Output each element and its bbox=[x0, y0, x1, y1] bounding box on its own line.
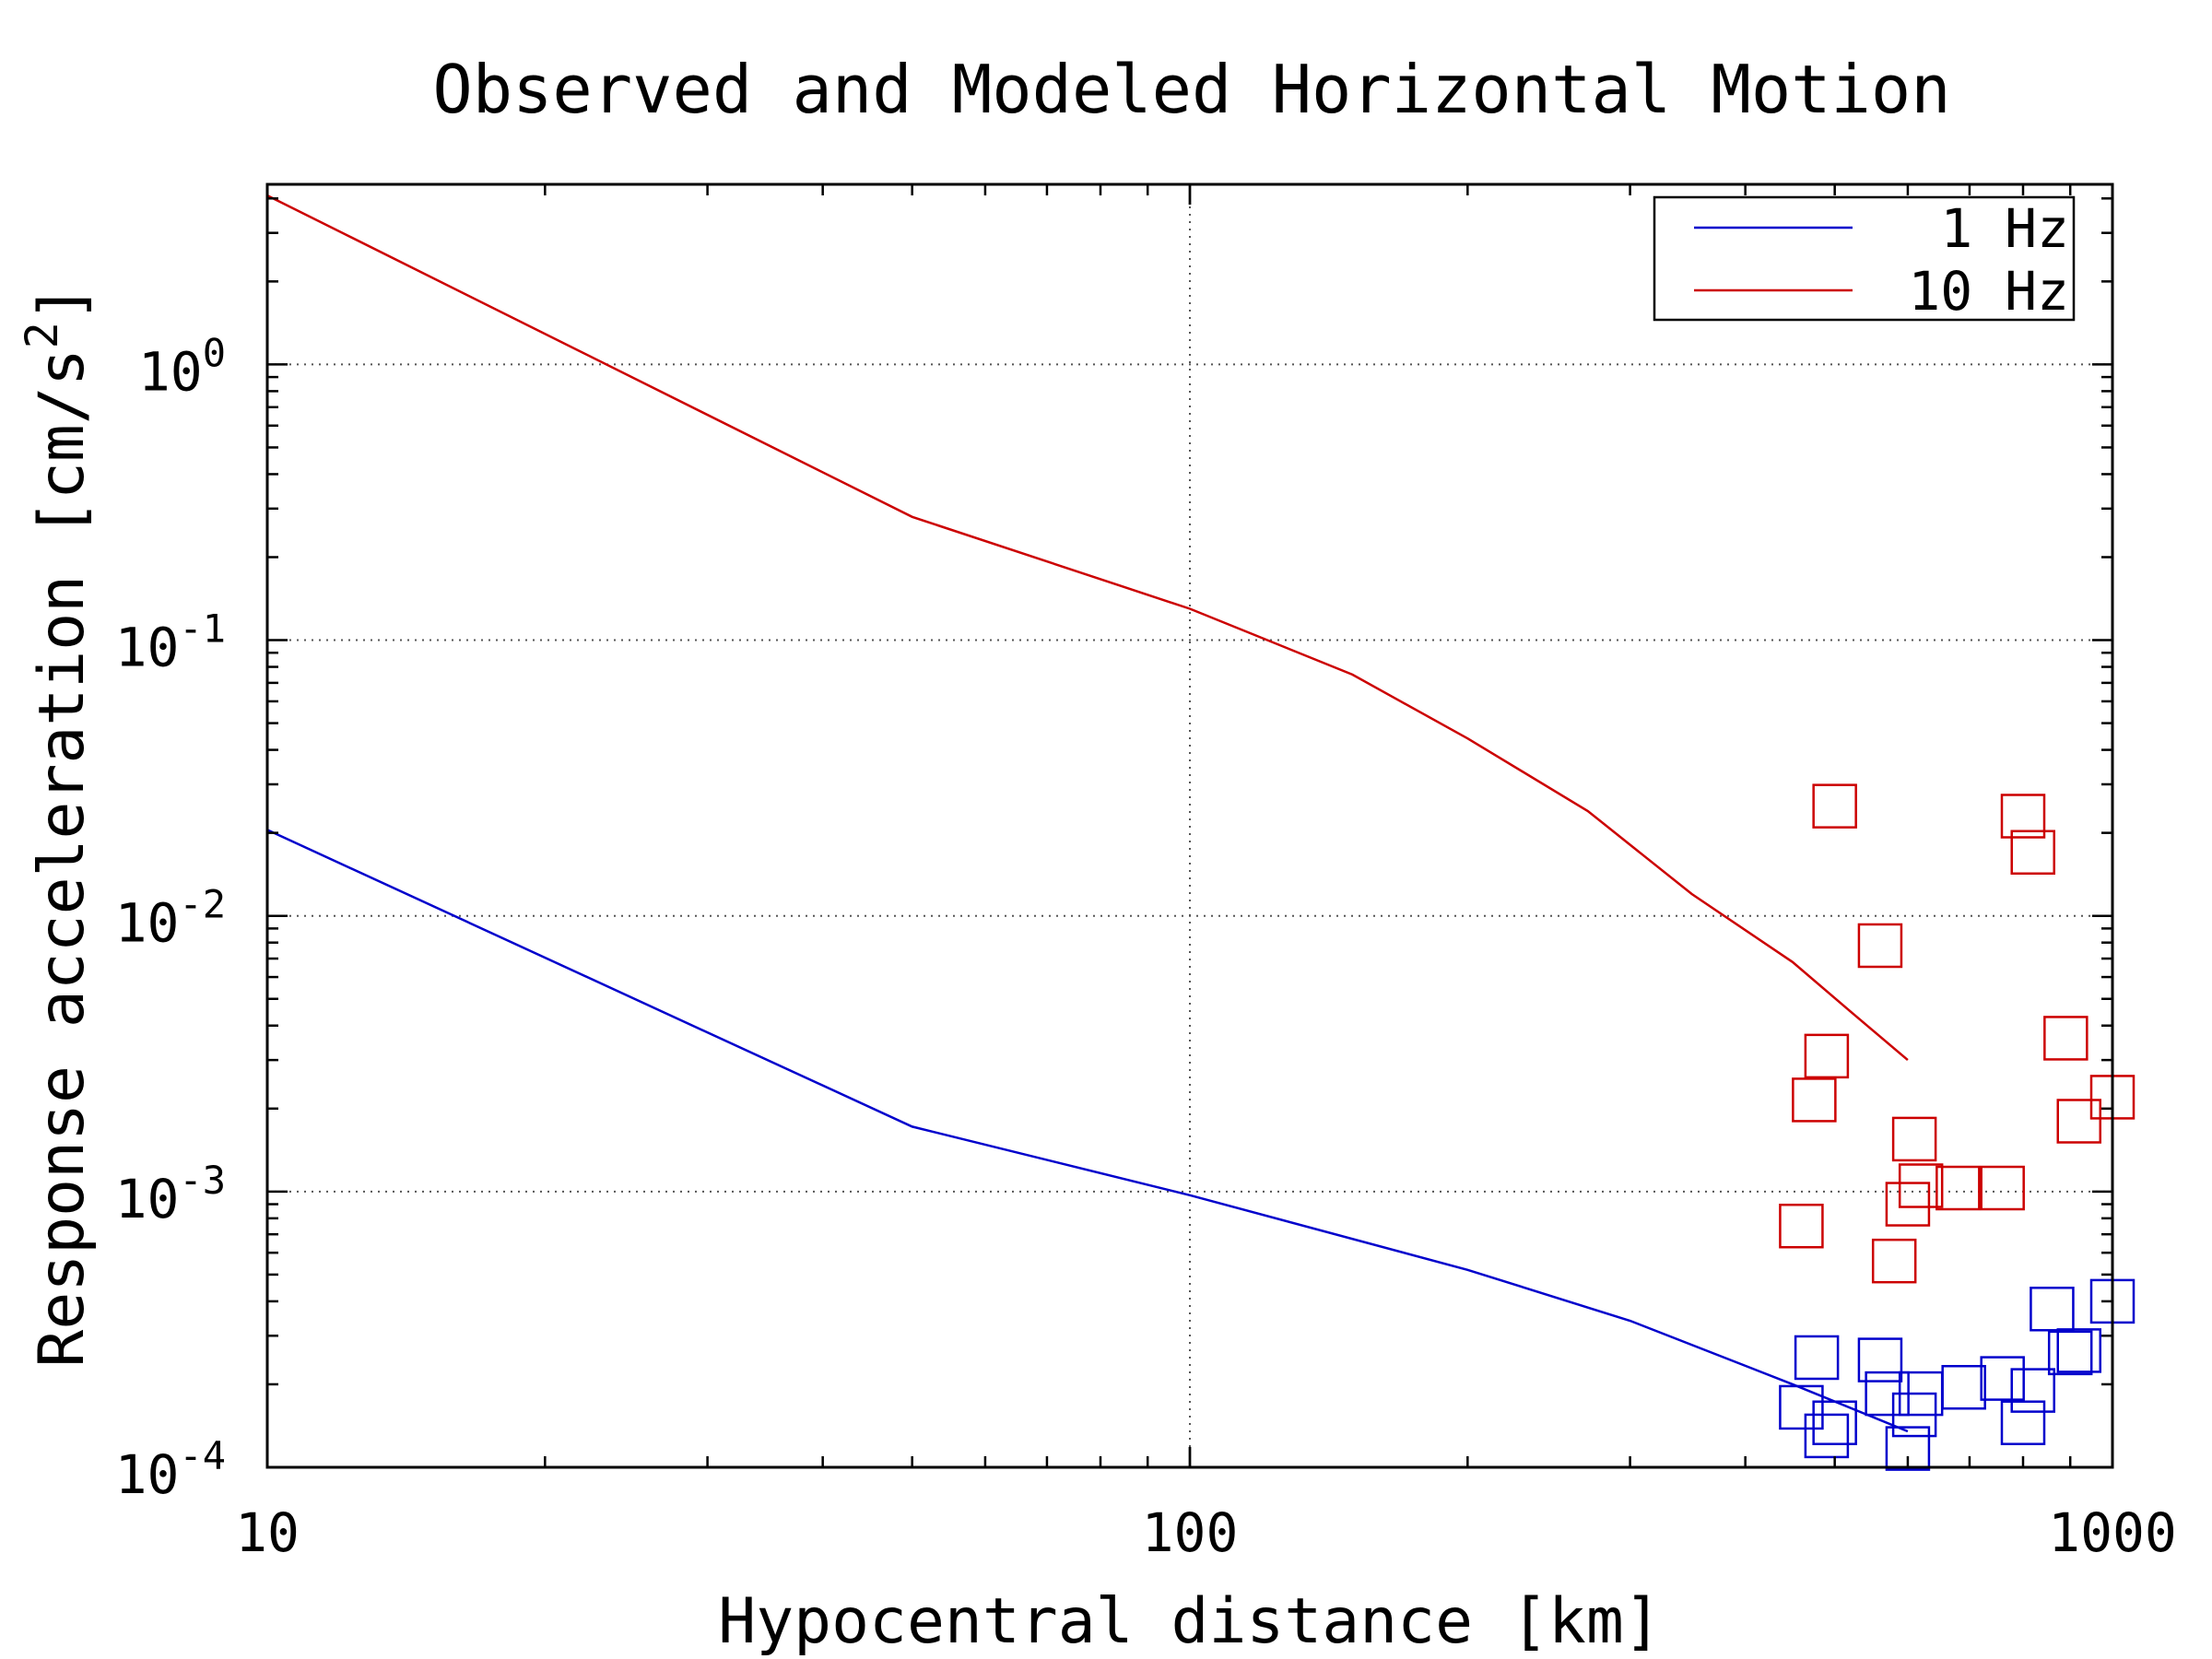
y-tick-label-exponent: -1 bbox=[179, 606, 226, 652]
observed-marker-1hz bbox=[2000, 1400, 2046, 1445]
y-tick-label: 10-4 bbox=[115, 1433, 226, 1506]
observed-marker-10hz bbox=[1936, 1165, 1981, 1211]
y-tick-label-base: 10 bbox=[115, 892, 180, 955]
y-axis-label: Response acceleration [cm/s2] bbox=[17, 284, 99, 1367]
observed-marker-10hz bbox=[1891, 1116, 1937, 1162]
y-tick-label: 100 bbox=[138, 330, 226, 403]
x-tick-label: 10 bbox=[235, 1501, 300, 1564]
observed-marker-10hz bbox=[1779, 1203, 1824, 1249]
observed-marker-10hz bbox=[2056, 1099, 2102, 1144]
legend-box bbox=[1653, 195, 2076, 322]
observed-marker-10hz bbox=[1804, 1033, 1850, 1079]
observed-marker-10hz bbox=[1871, 1238, 1917, 1284]
observed-marker-10hz bbox=[1857, 923, 1903, 969]
x-tick-label: 1000 bbox=[2048, 1501, 2177, 1564]
y-tick-label-base: 10 bbox=[115, 617, 180, 679]
observed-marker-10hz bbox=[1792, 1077, 1837, 1123]
x-tick-label: 100 bbox=[1142, 1501, 1239, 1564]
y-tick-label-base: 10 bbox=[138, 340, 203, 403]
observed-marker-1hz bbox=[1804, 1413, 1850, 1459]
observed-marker-10hz bbox=[1898, 1163, 1944, 1208]
y-tick-label: 10-3 bbox=[115, 1158, 226, 1230]
y-tick-label-base: 10 bbox=[115, 1168, 180, 1230]
series-line-1hz bbox=[266, 829, 1909, 1433]
series-line-10hz bbox=[266, 194, 1909, 1062]
observed-marker-1hz bbox=[1980, 1356, 2025, 1401]
observed-marker-1hz bbox=[2047, 1330, 2093, 1376]
observed-marker-1hz bbox=[2056, 1328, 2102, 1373]
observed-marker-10hz bbox=[2043, 1016, 2088, 1061]
legend-label-10hz: 10 Hz bbox=[1908, 260, 2069, 323]
observed-marker-10hz bbox=[1812, 783, 1857, 829]
legend-label-1hz: 1 Hz bbox=[1940, 197, 2069, 260]
observed-marker-10hz bbox=[1885, 1182, 1931, 1227]
y-tick-label-exponent: 0 bbox=[203, 330, 226, 375]
y-tick-label: 10-2 bbox=[115, 882, 226, 955]
observed-marker-10hz bbox=[2010, 830, 2055, 876]
plot-series bbox=[266, 194, 2136, 1471]
observed-marker-10hz bbox=[2000, 794, 2046, 839]
observed-marker-1hz bbox=[1941, 1364, 1986, 1410]
observed-marker-10hz bbox=[1980, 1165, 2025, 1211]
chart-title: Observed and Modeled Horizontal Motion bbox=[432, 51, 1950, 128]
y-axis-label-main: Response acceleration [cm/s bbox=[26, 348, 99, 1367]
observed-marker-1hz bbox=[2010, 1368, 2055, 1413]
y-axis-label-end: ] bbox=[26, 284, 99, 322]
y-tick-label-exponent: -4 bbox=[179, 1433, 226, 1478]
y-tick-label-exponent: -3 bbox=[179, 1158, 226, 1203]
x-axis-label: Hypocentral distance [km] bbox=[718, 1585, 1662, 1658]
observed-marker-1hz bbox=[1885, 1426, 1931, 1471]
observed-marker-1hz bbox=[1857, 1337, 1903, 1382]
observed-marker-1hz bbox=[1779, 1384, 1824, 1430]
y-axis-label-superscript: 2 bbox=[17, 322, 68, 348]
observed-marker-1hz bbox=[1812, 1400, 1857, 1445]
legend: 1 Hz 10 Hz bbox=[1653, 195, 2076, 323]
y-tick-label-exponent: -2 bbox=[179, 882, 226, 927]
observed-marker-1hz bbox=[1794, 1335, 1840, 1381]
y-tick-label-base: 10 bbox=[115, 1443, 180, 1506]
y-tick-label: 10-1 bbox=[115, 606, 226, 679]
observed-marker-1hz bbox=[2030, 1287, 2075, 1332]
